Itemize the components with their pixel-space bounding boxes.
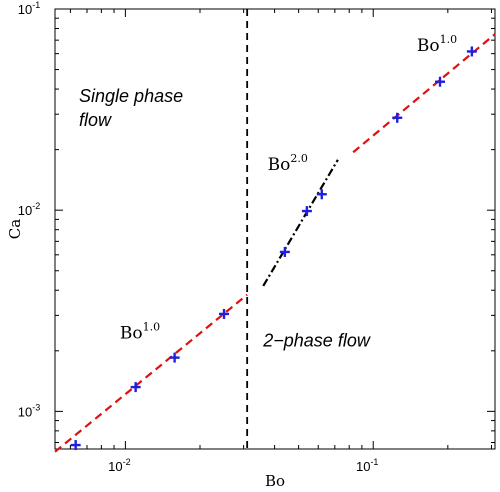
fit-line-1 xyxy=(54,293,248,453)
region-annotation-1: Single phase flow xyxy=(79,86,183,130)
fit-label-3: Bo2.0 xyxy=(268,152,308,175)
data-point xyxy=(392,112,403,123)
fit-line-2 xyxy=(352,33,496,154)
data-point xyxy=(130,382,141,393)
y-tick-label: 10-1 xyxy=(18,0,40,17)
fit-lines-layer xyxy=(54,33,496,453)
fit-label-1: Bo1.0 xyxy=(120,321,160,344)
data-point xyxy=(466,46,477,57)
data-point xyxy=(301,206,312,217)
data-point xyxy=(316,189,327,200)
fit-line-3 xyxy=(262,159,339,287)
axes-box xyxy=(54,8,496,450)
x-axis-label: Bo xyxy=(265,472,285,490)
data-point xyxy=(169,352,180,363)
plot-frame xyxy=(54,8,496,450)
ticks-layer: 10-2 10-1 10-3 10-2 10-1 xyxy=(18,0,495,474)
data-point xyxy=(219,308,230,319)
y-tick-label: 10-2 xyxy=(18,201,40,218)
fit-label-2: Bo1.0 xyxy=(417,33,457,56)
data-point xyxy=(279,246,290,257)
y-tick-label: 10-3 xyxy=(18,402,40,419)
x-tick-label: 10-2 xyxy=(108,457,130,474)
data-point xyxy=(70,440,81,451)
labels-layer: Bo1.0 Bo1.0 Bo2.0 Single phase flow 2−phase f… xyxy=(79,33,457,351)
y-axis-label: Ca xyxy=(6,219,24,239)
region-annotation-2: 2−phase flow xyxy=(262,331,371,351)
data-point xyxy=(435,76,446,87)
data-points-layer xyxy=(70,46,477,451)
x-tick-label: 10-1 xyxy=(356,457,378,474)
